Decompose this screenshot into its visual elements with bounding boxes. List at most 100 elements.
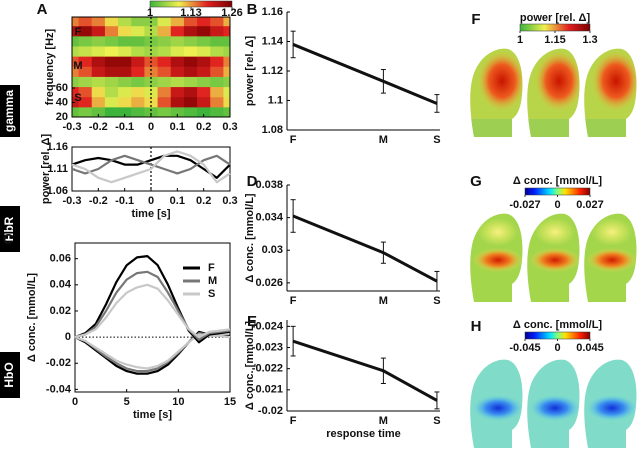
heatmap-cell bbox=[223, 96, 230, 108]
heatmap-cell bbox=[91, 96, 106, 108]
band-label: M bbox=[73, 60, 82, 72]
heatmap-cell bbox=[223, 66, 230, 77]
line bbox=[71, 154, 231, 175]
y-axis-label: Δ conc. [mmol/L] bbox=[244, 321, 256, 411]
heatmap-cell bbox=[210, 86, 224, 98]
y-tick-label: 0.026 bbox=[255, 277, 283, 289]
heatmap-cell bbox=[183, 45, 198, 57]
head bbox=[582, 45, 640, 137]
heatmap-cell bbox=[72, 45, 80, 57]
x-tick-label: -0.3 bbox=[63, 121, 82, 133]
heatmap-cell bbox=[131, 56, 145, 67]
line bbox=[71, 154, 231, 179]
heatmap-cell bbox=[72, 17, 80, 27]
x-tick-label: M bbox=[379, 295, 388, 307]
heatmap-cell bbox=[78, 106, 93, 117]
x-tick-label: 0.1 bbox=[170, 195, 185, 207]
colorbar-tick-label: 0 bbox=[554, 342, 560, 354]
y-tick-label: -0.02 bbox=[46, 357, 71, 369]
line bbox=[74, 255, 231, 344]
x-tick-label: -0.2 bbox=[89, 195, 108, 207]
y-axis-label: power [rel. Δ] bbox=[40, 134, 52, 205]
x-tick-label: -0.1 bbox=[115, 121, 134, 133]
colorbar-tick-label: -0.045 bbox=[509, 342, 540, 354]
heatmap-cell bbox=[104, 86, 119, 98]
heatmap-cell bbox=[78, 45, 93, 57]
line bbox=[292, 214, 438, 283]
heatmap-cell bbox=[210, 96, 224, 108]
heatmap-cell bbox=[223, 56, 230, 67]
heatmap-cell bbox=[197, 35, 211, 47]
line bbox=[74, 270, 231, 341]
heatmap-cell bbox=[197, 17, 211, 27]
heatmap-cell bbox=[91, 17, 106, 27]
panel-letter: C bbox=[3, 231, 14, 248]
heatmap-cell bbox=[72, 66, 80, 77]
heatmap-cell bbox=[78, 66, 93, 77]
x-tick-label: 10 bbox=[172, 396, 184, 408]
colorbar-tick-label: 1.13 bbox=[180, 7, 201, 19]
heatmap-cell bbox=[144, 25, 159, 37]
x-tick-label: 0 bbox=[148, 121, 154, 133]
y-tick-label: 1.06 bbox=[47, 185, 68, 197]
heatmap-cell bbox=[144, 45, 159, 57]
heatmap-cell bbox=[91, 76, 106, 88]
y-tick-label: 0.04 bbox=[50, 279, 72, 291]
y-tick-label: 20 bbox=[56, 111, 68, 123]
heatmap-cell bbox=[131, 76, 145, 88]
heatmap-cell bbox=[197, 25, 211, 37]
x-tick-label: -0.1 bbox=[115, 195, 134, 207]
y-axis-label: Δ conc. [mmol/L] bbox=[244, 193, 256, 283]
line bbox=[292, 43, 438, 105]
heatmap-cell bbox=[118, 56, 132, 67]
heatmap-cell bbox=[131, 96, 145, 108]
heatmap-cell bbox=[157, 106, 172, 117]
colorbar-tick-label: 1.15 bbox=[544, 34, 565, 46]
heatmap-cell bbox=[131, 17, 145, 27]
y-tick-label: 0 bbox=[65, 331, 71, 343]
heatmap-cell bbox=[157, 56, 172, 67]
legend-label: M bbox=[208, 275, 217, 287]
row-label: gamma bbox=[2, 90, 16, 132]
heatmap-cell bbox=[210, 17, 224, 27]
heatmap-cell bbox=[210, 25, 224, 37]
heatmap-cell bbox=[170, 66, 185, 77]
heatmap-cell bbox=[104, 66, 119, 77]
y-tick-label: -0.021 bbox=[252, 384, 283, 396]
panel-letter: H bbox=[471, 318, 482, 335]
x-tick-label: M bbox=[379, 134, 388, 146]
x-tick-label: S bbox=[433, 134, 440, 146]
y-axis-label: power [rel. Δ] bbox=[244, 36, 256, 107]
row-label: HbR bbox=[2, 216, 16, 241]
heatmap-cell bbox=[72, 96, 80, 108]
line bbox=[71, 150, 231, 184]
heatmap-cell bbox=[223, 76, 230, 88]
heatmap-cell bbox=[78, 76, 93, 88]
heatmap-cell bbox=[104, 56, 119, 67]
y-axis-label: Δ conc. [mmol/L] bbox=[26, 273, 38, 363]
y-tick-label: 1.16 bbox=[47, 141, 68, 153]
heatmap-cell bbox=[157, 17, 172, 27]
heatmap-cell bbox=[131, 35, 145, 47]
colorbar-title: Δ conc. [mmol/L] bbox=[513, 319, 603, 331]
heatmap-cell bbox=[144, 86, 159, 98]
y-tick-label: 1.12 bbox=[262, 65, 283, 77]
colorbar bbox=[524, 187, 591, 196]
heatmap-cell bbox=[118, 76, 132, 88]
x-tick-label: 0 bbox=[148, 195, 154, 207]
row-label: HbO bbox=[2, 362, 16, 387]
x-tick-label: F bbox=[290, 134, 297, 146]
panel-letter: G bbox=[470, 173, 482, 190]
heatmap-cell bbox=[118, 25, 132, 37]
x-tick-label: F bbox=[290, 295, 297, 307]
heatmap-cell bbox=[197, 96, 211, 108]
heatmap-cell bbox=[104, 76, 119, 88]
row-label-box bbox=[0, 85, 20, 137]
heatmap-cell bbox=[91, 45, 106, 57]
heatmap-cell bbox=[157, 25, 172, 37]
heatmap-cell bbox=[118, 106, 132, 117]
x-tick-label: 15 bbox=[224, 396, 236, 408]
y-tick-label: 0.06 bbox=[50, 253, 71, 265]
line bbox=[74, 332, 231, 373]
colorbar-tick-label: 1 bbox=[517, 34, 523, 46]
